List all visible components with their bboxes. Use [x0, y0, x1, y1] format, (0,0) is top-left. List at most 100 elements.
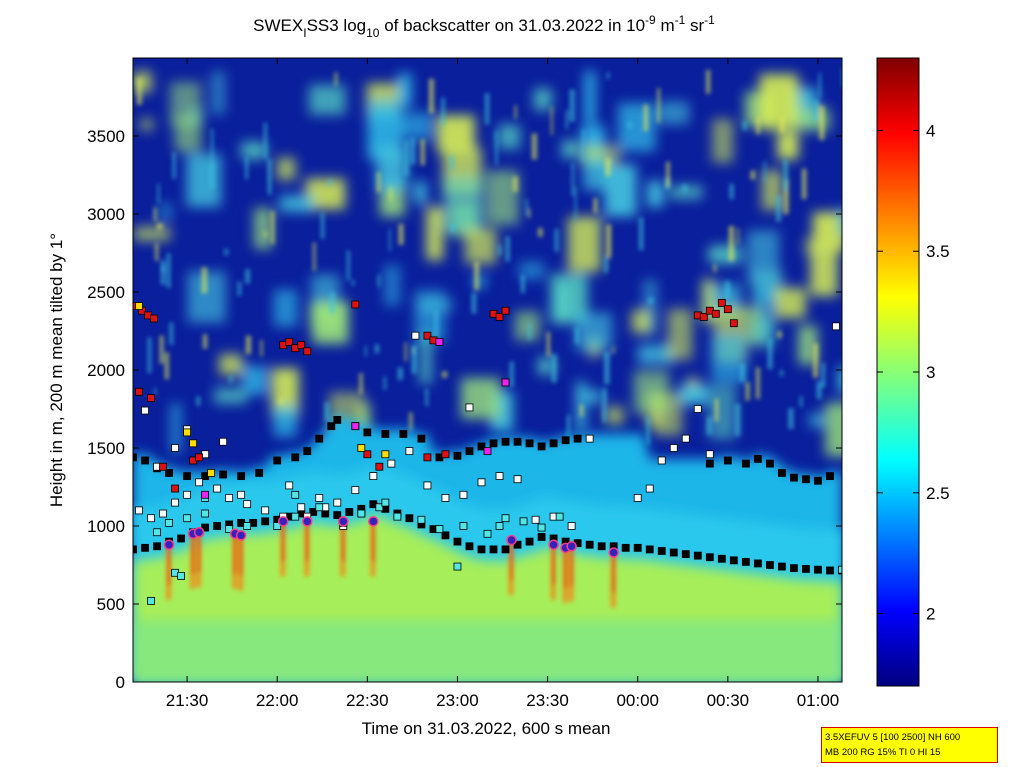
aerosol-streak: [604, 256, 609, 273]
aerosol-patch: [384, 265, 401, 306]
aerosol-streak: [245, 335, 252, 355]
aerosol-streak: [505, 236, 510, 262]
aerosol-streak: [428, 78, 435, 114]
marker-black: [693, 551, 702, 560]
marker-white: [315, 494, 324, 502]
marker-white: [237, 490, 246, 499]
marker-white: [333, 498, 342, 507]
marker-cyan: [501, 514, 510, 523]
colorbar-tick-label: 2: [926, 605, 935, 624]
marker-black: [417, 434, 426, 443]
aerosol-streak: [263, 122, 268, 159]
aerosol-streak: [734, 403, 741, 436]
marker-black: [153, 542, 161, 551]
aerosol-streak: [267, 158, 272, 195]
marker-circle: [277, 516, 289, 527]
aerosol-streak: [648, 297, 654, 304]
aerosol-patch: [443, 176, 483, 232]
aerosol-streak: [528, 208, 531, 219]
surface-ground-band: [133, 620, 842, 682]
y-tick-label: 3500: [87, 127, 125, 146]
marker-black: [513, 437, 522, 446]
y-tick-label: 0: [116, 673, 125, 692]
marker-black: [814, 565, 822, 574]
colorbar-tick-label: 3: [926, 363, 935, 382]
aerosol-streak: [665, 161, 670, 187]
marker-black: [255, 469, 264, 477]
aerosol-patch: [186, 153, 222, 207]
aerosol-streak: [147, 337, 152, 374]
marker-white: [159, 509, 167, 518]
marker-cyan: [459, 522, 468, 530]
aerosol-patch: [273, 289, 298, 327]
marker-yellow: [207, 469, 216, 477]
aerosol-patch: [825, 402, 842, 457]
aerosol-streak: [546, 332, 551, 357]
marker-white: [513, 475, 522, 484]
aerosol-patch: [561, 140, 578, 159]
aerosol-streak: [312, 242, 316, 271]
aerosol-streak: [638, 217, 644, 251]
x-tick-label: 22:00: [256, 691, 299, 710]
aerosol-patch: [514, 311, 541, 341]
marker-white: [351, 486, 360, 495]
marker-white: [657, 456, 666, 465]
aerosol-patch: [584, 71, 596, 124]
aerosol-streak: [383, 376, 387, 390]
aerosol-streak: [767, 338, 773, 370]
plume-red: [306, 521, 309, 562]
aerosol-streak: [245, 269, 251, 284]
aerosol-streak: [278, 397, 283, 406]
marker-red: [285, 338, 294, 346]
aerosol-streak: [450, 223, 456, 233]
marker-black: [826, 472, 834, 480]
y-tick-label: 2000: [87, 361, 125, 380]
aerosol-patch: [279, 195, 314, 213]
marker-white: [423, 481, 432, 490]
aerosol-streak: [209, 162, 215, 189]
marker-black: [705, 553, 714, 562]
marker-black: [133, 545, 137, 554]
marker-black: [814, 476, 822, 485]
marker-white: [681, 434, 690, 443]
aerosol-patch: [133, 71, 152, 93]
marker-black: [765, 561, 774, 569]
aerosol-streak: [404, 342, 408, 362]
plume-red: [282, 521, 285, 562]
marker-black: [741, 459, 750, 468]
marker-cyan: [519, 517, 528, 526]
aerosol-streak: [745, 382, 750, 401]
aerosol-streak: [816, 381, 822, 400]
aerosol-streak: [756, 117, 760, 135]
aerosol-patch: [418, 299, 453, 312]
plume-red: [372, 521, 375, 562]
marker-circle: [368, 516, 379, 527]
marker-red: [195, 453, 203, 462]
marker-red: [303, 347, 312, 356]
aerosol-streak: [705, 69, 711, 94]
aerosol-streak: [329, 292, 335, 314]
marker-magenta: [501, 378, 510, 387]
x-tick-label: 00:00: [616, 691, 659, 710]
marker-red: [159, 462, 167, 471]
aerosol-streak: [681, 184, 688, 192]
aerosol-streak: [411, 344, 417, 374]
marker-cyan: [315, 503, 324, 512]
marker-white: [183, 490, 191, 499]
aerosol-patch: [679, 385, 708, 405]
aerosol-streaks: [136, 68, 842, 445]
y-tick-label: 2500: [87, 283, 125, 302]
marker-white: [567, 522, 576, 530]
aerosol-streak: [742, 120, 747, 131]
aerosol-streak: [713, 264, 717, 273]
aerosol-patch: [838, 367, 842, 393]
marker-black: [669, 548, 678, 557]
aerosol-patch: [211, 71, 226, 115]
processing-info-box: 3.5XEFUV 5 [100 2500] NH 600 MB 200 RG 1…: [821, 727, 998, 763]
aerosol-patch: [798, 325, 818, 365]
plume-red: [552, 544, 555, 585]
aerosol-streak: [537, 227, 543, 237]
aerosol-streak: [706, 416, 712, 435]
plume-red: [192, 533, 195, 574]
aerosol-streak: [441, 97, 446, 126]
